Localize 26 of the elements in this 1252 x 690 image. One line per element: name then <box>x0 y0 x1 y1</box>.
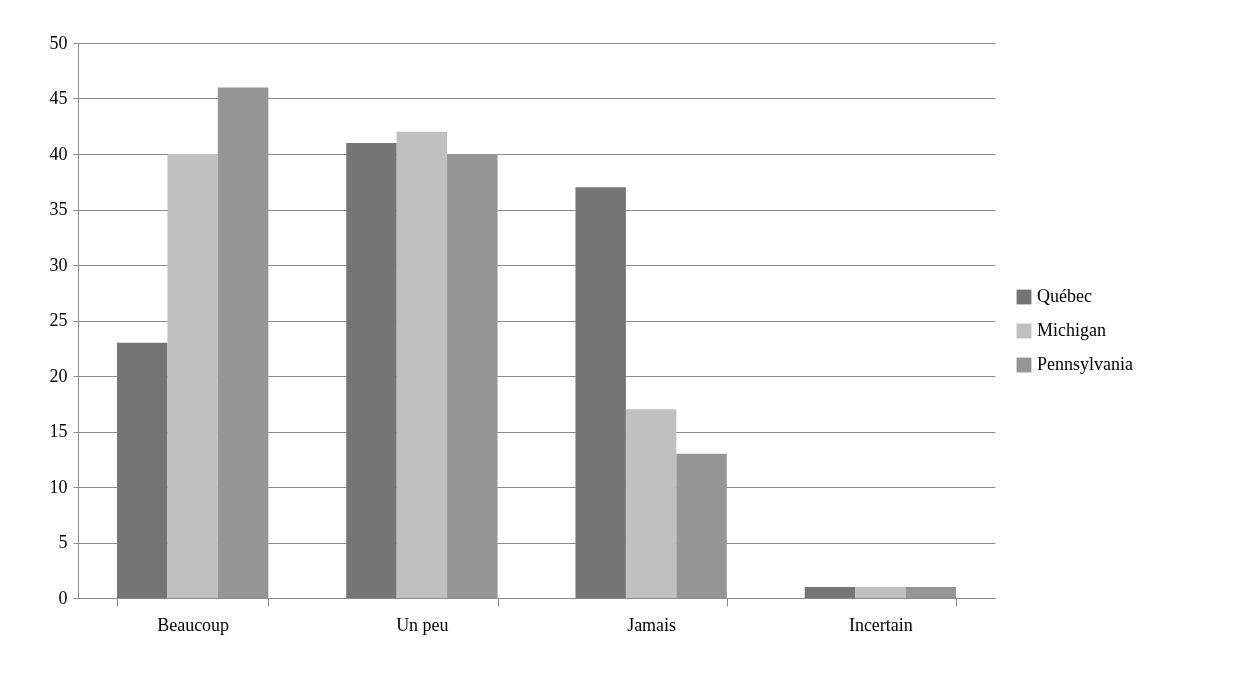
y-tick-label: 20 <box>49 365 68 386</box>
y-tick-label: 10 <box>49 476 68 497</box>
x-tick-label: Beaucoup <box>157 614 230 635</box>
legend-label: Québec <box>1037 286 1092 306</box>
bar <box>855 586 906 598</box>
bar <box>167 154 218 598</box>
y-tick-label: 30 <box>49 254 68 275</box>
bar <box>396 131 448 598</box>
legend-label: Pennsylvania <box>1037 354 1133 374</box>
y-tick-label: 5 <box>58 532 68 552</box>
y-tick-label: 0 <box>58 587 68 608</box>
bar <box>575 187 626 598</box>
x-tick-label: Incertain <box>848 614 913 635</box>
y-tick-label: 15 <box>49 421 68 441</box>
bar <box>804 586 856 598</box>
bar <box>625 409 677 598</box>
legend-label: Michigan <box>1037 320 1106 340</box>
bar <box>116 342 168 598</box>
y-tick-label: 25 <box>49 310 68 330</box>
y-tick-label: 45 <box>49 88 68 108</box>
y-tick-label: 50 <box>49 32 68 53</box>
bar <box>346 142 397 598</box>
x-tick-label: Jamais <box>627 614 677 635</box>
y-tick-label: 35 <box>49 199 68 219</box>
x-tick-label: Un peu <box>396 614 449 635</box>
y-tick-label: 40 <box>49 143 68 164</box>
